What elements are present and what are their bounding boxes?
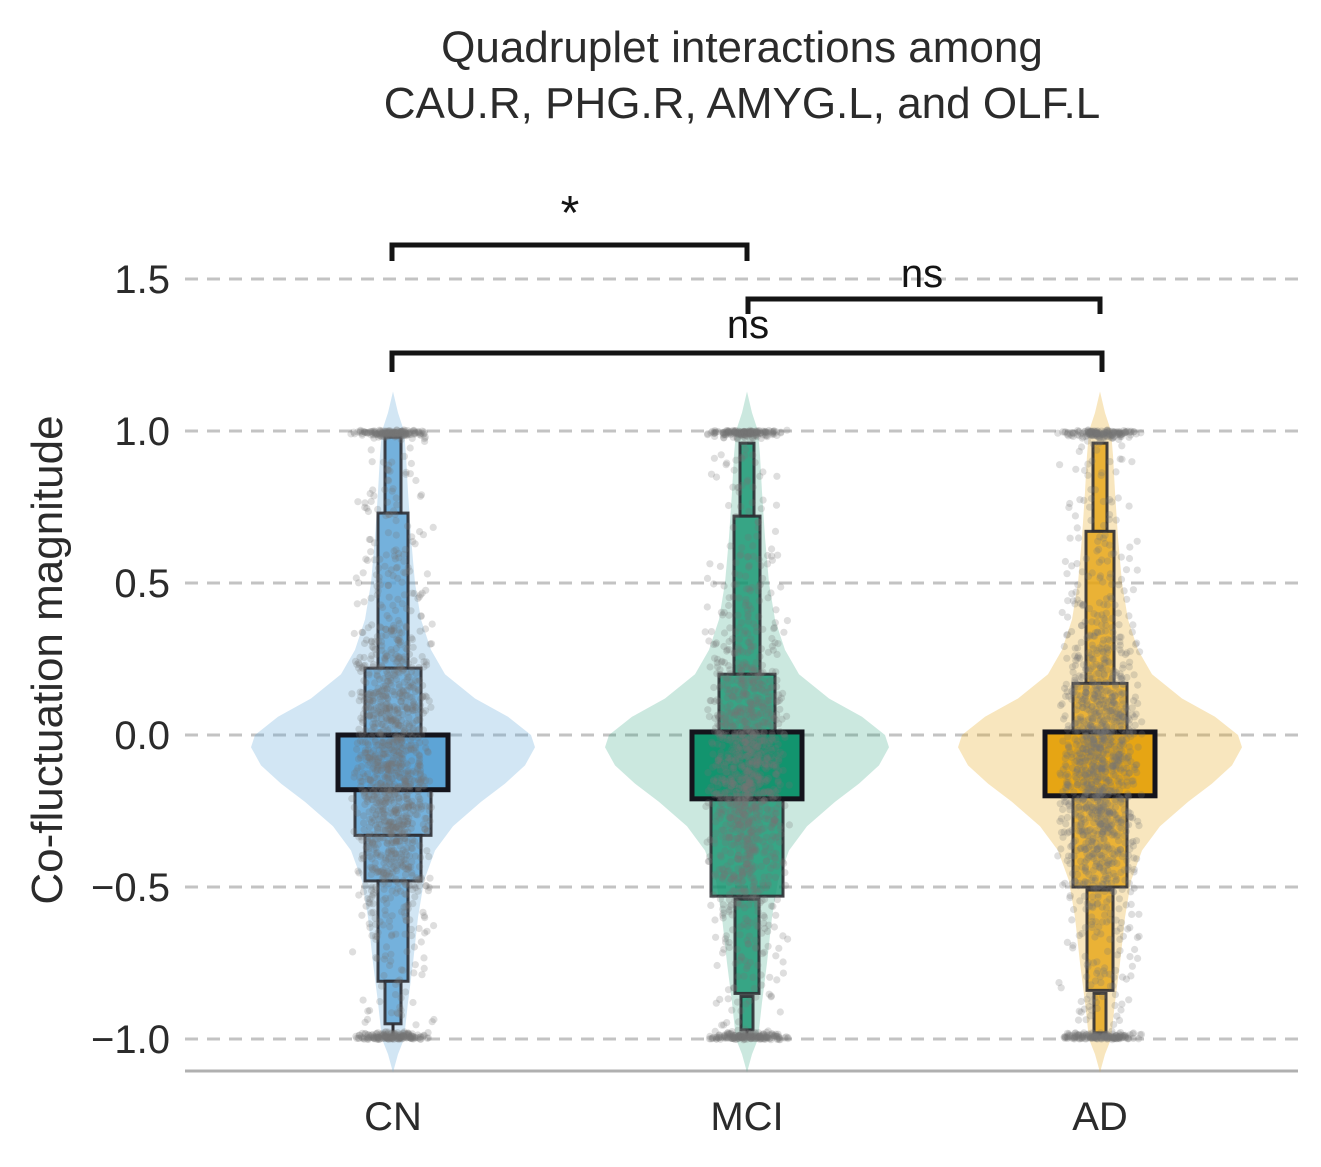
boxen-box bbox=[376, 879, 410, 983]
boxen-box bbox=[1085, 888, 1115, 992]
boxen-box bbox=[717, 672, 777, 734]
xtick-label-cn: CN bbox=[364, 1095, 422, 1139]
boxen-box bbox=[363, 666, 423, 737]
boxen-box bbox=[376, 511, 410, 670]
boxen-box bbox=[732, 514, 762, 676]
xtick-label-ad: AD bbox=[1072, 1095, 1128, 1139]
ytick-label: 0.0 bbox=[114, 714, 170, 758]
boxen-box bbox=[733, 897, 761, 995]
bracket-line bbox=[389, 242, 750, 261]
median-box bbox=[689, 729, 805, 802]
boxen-box bbox=[1071, 681, 1129, 734]
boxen-box bbox=[1084, 529, 1116, 685]
chart-title-line1: Quadruplet interactions among bbox=[441, 23, 1043, 72]
xtick-label-mci: MCI bbox=[710, 1095, 783, 1139]
strip-points bbox=[701, 426, 794, 1044]
significance-label: * bbox=[561, 187, 580, 240]
significance-bracket-cn-ad: ns bbox=[389, 303, 1105, 372]
group-ad bbox=[958, 391, 1242, 1073]
ytick-label: −0.5 bbox=[91, 866, 170, 910]
significance-label: ns bbox=[901, 252, 943, 296]
boxen-box bbox=[709, 797, 785, 898]
chart-title: Quadruplet interactions among CAU.R, PHG… bbox=[384, 20, 1100, 132]
median-box bbox=[335, 732, 451, 793]
boxen-box bbox=[363, 833, 423, 883]
boxen-box bbox=[1071, 794, 1129, 889]
significance-bracket-cn-mci: * bbox=[389, 187, 750, 261]
ytick-label: 0.5 bbox=[114, 562, 170, 606]
ytick-label: 1.5 bbox=[114, 258, 170, 302]
ytick-label: 1.0 bbox=[114, 410, 170, 454]
ytick-label: −1.0 bbox=[91, 1018, 170, 1062]
median-box bbox=[1042, 729, 1158, 799]
significance-bracket-mci-ad: ns bbox=[745, 252, 1103, 314]
strip-points bbox=[1054, 426, 1146, 1044]
chart-title-line2: CAU.R, PHG.R, AMYG.L, and OLF.L bbox=[383, 79, 1101, 128]
bracket-line bbox=[745, 296, 1103, 314]
strip-points bbox=[347, 426, 438, 1044]
significance-label: ns bbox=[727, 303, 769, 347]
group-cn bbox=[251, 391, 535, 1073]
group-mci bbox=[605, 391, 889, 1073]
bracket-line bbox=[389, 350, 1105, 372]
